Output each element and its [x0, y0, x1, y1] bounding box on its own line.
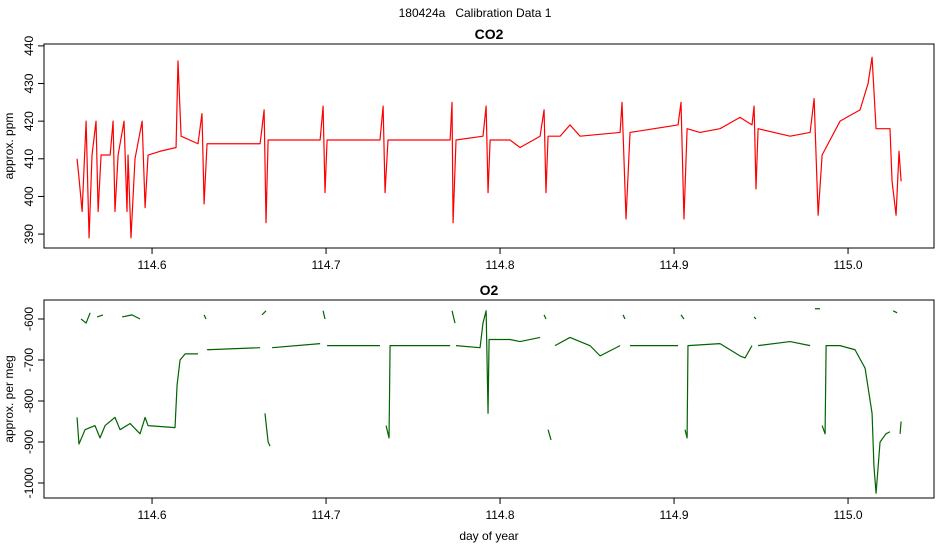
x-axis-label: day of year [459, 529, 518, 543]
y-tick-label: -1000 [22, 467, 36, 498]
y-tick-label: 420 [22, 111, 36, 131]
x-tick-label: 114.9 [659, 258, 688, 272]
y-tick-label: -900 [22, 430, 36, 454]
y-tick-label: -800 [22, 389, 36, 413]
x-tick-label: 114.7 [311, 258, 340, 272]
plot-frame [43, 299, 935, 499]
y-axis-label: approx. per meg [2, 355, 16, 442]
x-tick-label: 114.8 [485, 508, 514, 522]
y-tick-label: 440 [22, 36, 36, 56]
x-tick-label: 114.7 [311, 508, 340, 522]
panel-title: CO2 [475, 26, 504, 42]
y-tick-label: 400 [22, 186, 36, 206]
figure-title: 180424a Calibration Data 1 [399, 6, 552, 20]
y-tick-label: 390 [22, 224, 36, 244]
y-tick-label: 410 [22, 148, 36, 168]
plot-frame [43, 43, 935, 249]
x-tick-label: 114.9 [659, 508, 688, 522]
panel-title: O2 [480, 282, 499, 298]
data-line [76, 56, 902, 239]
x-tick-label: 114.8 [485, 258, 514, 272]
x-tick-label: 115.0 [833, 258, 862, 272]
x-tick-label: 114.6 [137, 258, 166, 272]
x-tick-label: 115.0 [833, 508, 862, 522]
y-tick-label: -600 [22, 307, 36, 331]
y-tick-label: -700 [22, 348, 36, 372]
y-tick-label: 430 [22, 73, 36, 93]
y-axis-label: approx. ppm [2, 113, 16, 180]
x-tick-label: 114.6 [137, 508, 166, 522]
data-line [76, 308, 902, 494]
